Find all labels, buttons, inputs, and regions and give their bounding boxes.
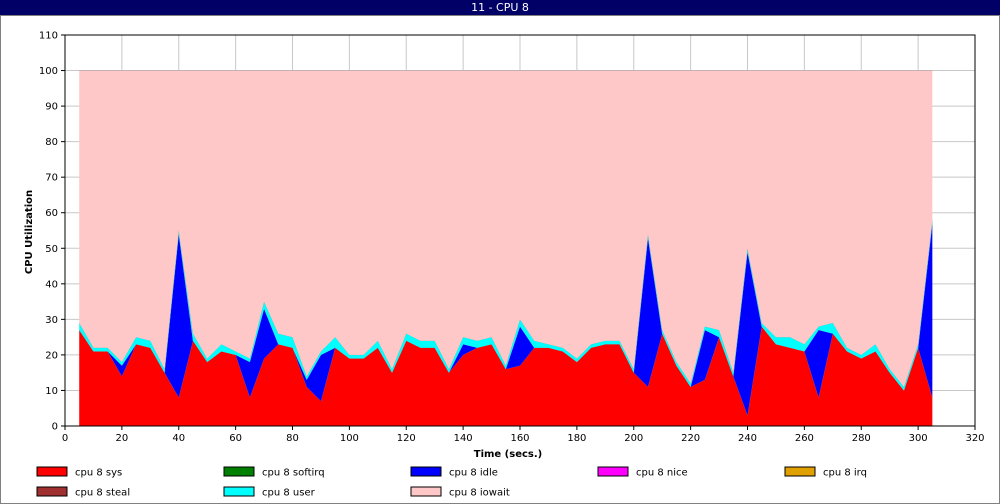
legend-swatch (410, 466, 442, 477)
x-tick-label: 120 (397, 433, 416, 444)
legend-swatch (36, 486, 68, 497)
area-cpu-8-user (79, 219, 933, 391)
legend-swatch (36, 466, 68, 477)
y-tick-label: 40 (45, 279, 58, 290)
legend-label: cpu 8 iowait (449, 488, 510, 499)
y-tick-label: 100 (39, 66, 58, 77)
y-tick-label: 50 (45, 244, 58, 255)
x-tick-label: 80 (286, 433, 299, 444)
y-tick-label: 60 (45, 208, 58, 219)
y-axis-title: CPU Utilization (24, 190, 35, 274)
x-tick-label: 40 (172, 433, 185, 444)
area-cpu-8-iowait (79, 70, 933, 387)
legend-label: cpu 8 irq (823, 468, 867, 479)
y-tick-label: 110 (39, 31, 58, 42)
y-tick-label: 90 (45, 102, 58, 113)
legend-swatch (597, 466, 629, 477)
legend-label: cpu 8 idle (449, 468, 498, 479)
x-tick-label: 60 (229, 433, 242, 444)
x-tick-label: 20 (116, 433, 129, 444)
stacked-areas (79, 70, 933, 426)
window-title: 11 - CPU 8 (0, 0, 1000, 15)
x-tick-label: 240 (738, 433, 757, 444)
legend-label: cpu 8 softirq (262, 468, 325, 479)
x-tick-label: 180 (567, 433, 586, 444)
legend-swatch (784, 466, 816, 477)
legend-swatch (223, 486, 255, 497)
y-tick-label: 30 (45, 315, 58, 326)
legend-swatch (410, 486, 442, 497)
x-tick-label: 220 (681, 433, 700, 444)
x-tick-label: 300 (909, 433, 928, 444)
legend-label: cpu 8 user (262, 488, 316, 499)
legend-swatch (223, 466, 255, 477)
axes: 0 20 40 60 80 100 120 140 160 180 200 220 240 260 280 3… (39, 31, 985, 445)
legend-label: cpu 8 sys (75, 468, 122, 479)
y-tick-label: 70 (45, 173, 58, 184)
legend-label: cpu 8 nice (636, 468, 688, 479)
x-tick-label: 320 (965, 433, 984, 444)
y-tick-label: 80 (45, 137, 58, 148)
y-tick-label: 20 (45, 350, 58, 361)
x-tick-label: 0 (62, 433, 68, 444)
legend: cpu 8 sys cpu 8 softirq cpu 8 idle cpu 8 ni… (36, 466, 867, 499)
y-tick-label: 10 (45, 386, 58, 397)
x-tick-label: 280 (852, 433, 871, 444)
y-tick-label: 0 (52, 422, 58, 433)
x-tick-label: 140 (454, 433, 473, 444)
x-tick-label: 100 (340, 433, 359, 444)
x-tick-label: 200 (624, 433, 643, 444)
x-tick-label: 260 (795, 433, 814, 444)
x-tick-label: 160 (510, 433, 529, 444)
x-axis-title: Time (secs.) (474, 449, 543, 460)
area-cpu-8-sys (79, 326, 933, 426)
legend-label: cpu 8 steal (75, 488, 130, 499)
